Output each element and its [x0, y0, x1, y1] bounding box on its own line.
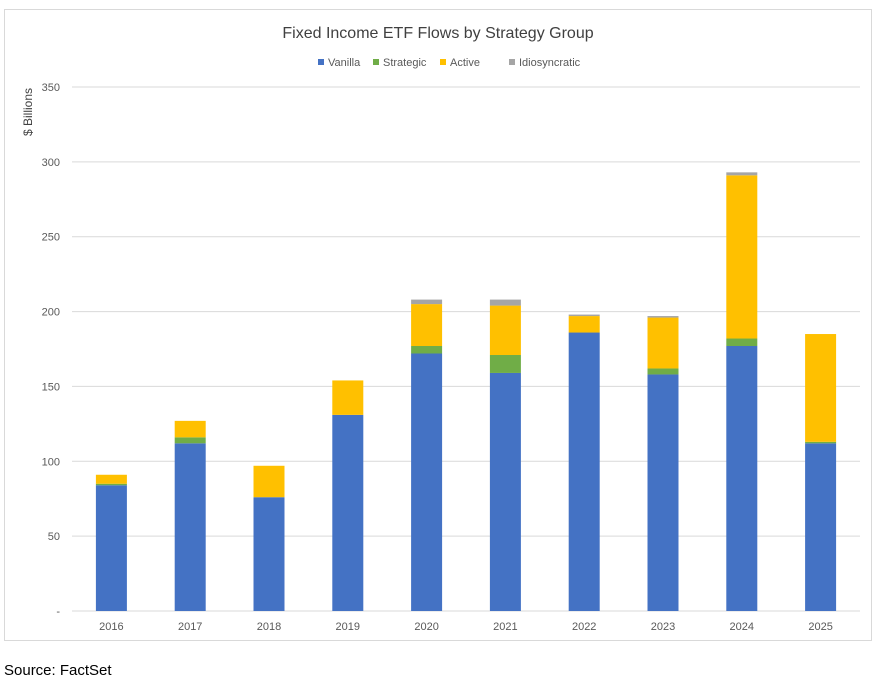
bar-vanilla-2024: [726, 346, 758, 611]
y-tick-label: -: [56, 606, 60, 618]
y-tick-label: 200: [42, 307, 60, 319]
bar-strategic-2020: [411, 346, 443, 354]
bar-vanilla-2016: [95, 485, 127, 611]
bar-strategic-2024: [726, 338, 758, 347]
bar-idiosyncratic-2024: [726, 172, 758, 176]
y-tick-labels: - 50 100 150 200 250 300 350: [42, 82, 61, 618]
x-tick-label: 2025: [808, 621, 832, 633]
x-tick-label: 2016: [99, 621, 123, 633]
bar-vanilla-2019: [332, 414, 364, 611]
bar-active-2022: [568, 316, 600, 333]
bar-active-2017: [174, 420, 206, 438]
bar-vanilla-2022: [568, 332, 600, 611]
bar-vanilla-2023: [647, 374, 679, 611]
y-tick-label: 50: [48, 531, 60, 543]
x-tick-label: 2021: [493, 621, 517, 633]
bar-vanilla-2017: [174, 443, 206, 611]
bar-strategic-2021: [489, 354, 521, 373]
stacked-bar-chart: Fixed Income ETF Flows by Strategy Group…: [21, 25, 860, 633]
bar-active-2018: [253, 465, 285, 498]
y-tick-label: 250: [42, 232, 60, 244]
legend: Vanilla Strategic Active Idiosyncratic: [318, 57, 581, 69]
legend-swatch-active: [440, 59, 446, 65]
y-tick-label: 150: [42, 381, 60, 393]
bar-strategic-2016: [95, 483, 127, 486]
chart-title: Fixed Income ETF Flows by Strategy Group: [282, 25, 593, 42]
bars: [95, 172, 837, 611]
y-axis-label: $ Billions: [21, 88, 35, 136]
legend-label-active: Active: [450, 57, 480, 69]
bar-active-2025: [805, 334, 837, 442]
legend-swatch-strategic: [373, 59, 379, 65]
x-tick-label: 2020: [414, 621, 438, 633]
bar-idiosyncratic-2022: [568, 314, 600, 317]
legend-swatch-vanilla: [318, 59, 324, 65]
x-tick-label: 2024: [730, 621, 754, 633]
bar-vanilla-2025: [805, 443, 837, 611]
legend-label-idiosyncratic: Idiosyncratic: [519, 57, 581, 69]
bar-active-2023: [647, 317, 679, 369]
legend-label-vanilla: Vanilla: [328, 57, 361, 69]
legend-label-strategic: Strategic: [383, 57, 427, 69]
bar-idiosyncratic-2023: [647, 316, 679, 318]
bar-idiosyncratic-2021: [489, 299, 521, 306]
x-tick-label: 2022: [572, 621, 596, 633]
bar-vanilla-2021: [489, 372, 521, 611]
x-tick-label: 2018: [257, 621, 281, 633]
source-note: Source: FactSet: [4, 662, 112, 679]
x-tick-label: 2023: [651, 621, 675, 633]
bar-active-2016: [95, 474, 127, 484]
x-tick-label: 2019: [336, 621, 360, 633]
y-tick-label: 300: [42, 157, 60, 169]
bar-strategic-2025: [805, 441, 837, 444]
bar-strategic-2023: [647, 368, 679, 375]
x-tick-labels: 2016 2017 2018 2019 2020 2021 2022 2023 2024 2025: [99, 621, 833, 633]
bar-strategic-2017: [174, 437, 206, 444]
bar-active-2024: [726, 175, 758, 339]
bar-vanilla-2018: [253, 497, 285, 611]
legend-swatch-idiosyncratic: [509, 59, 515, 65]
bar-active-2020: [411, 304, 443, 347]
bar-idiosyncratic-2020: [411, 299, 443, 305]
y-tick-label: 100: [42, 456, 60, 468]
bar-active-2021: [489, 305, 521, 355]
bar-active-2019: [332, 380, 364, 415]
y-tick-label: 350: [42, 82, 60, 94]
bar-vanilla-2020: [411, 353, 443, 611]
x-tick-label: 2017: [178, 621, 202, 633]
